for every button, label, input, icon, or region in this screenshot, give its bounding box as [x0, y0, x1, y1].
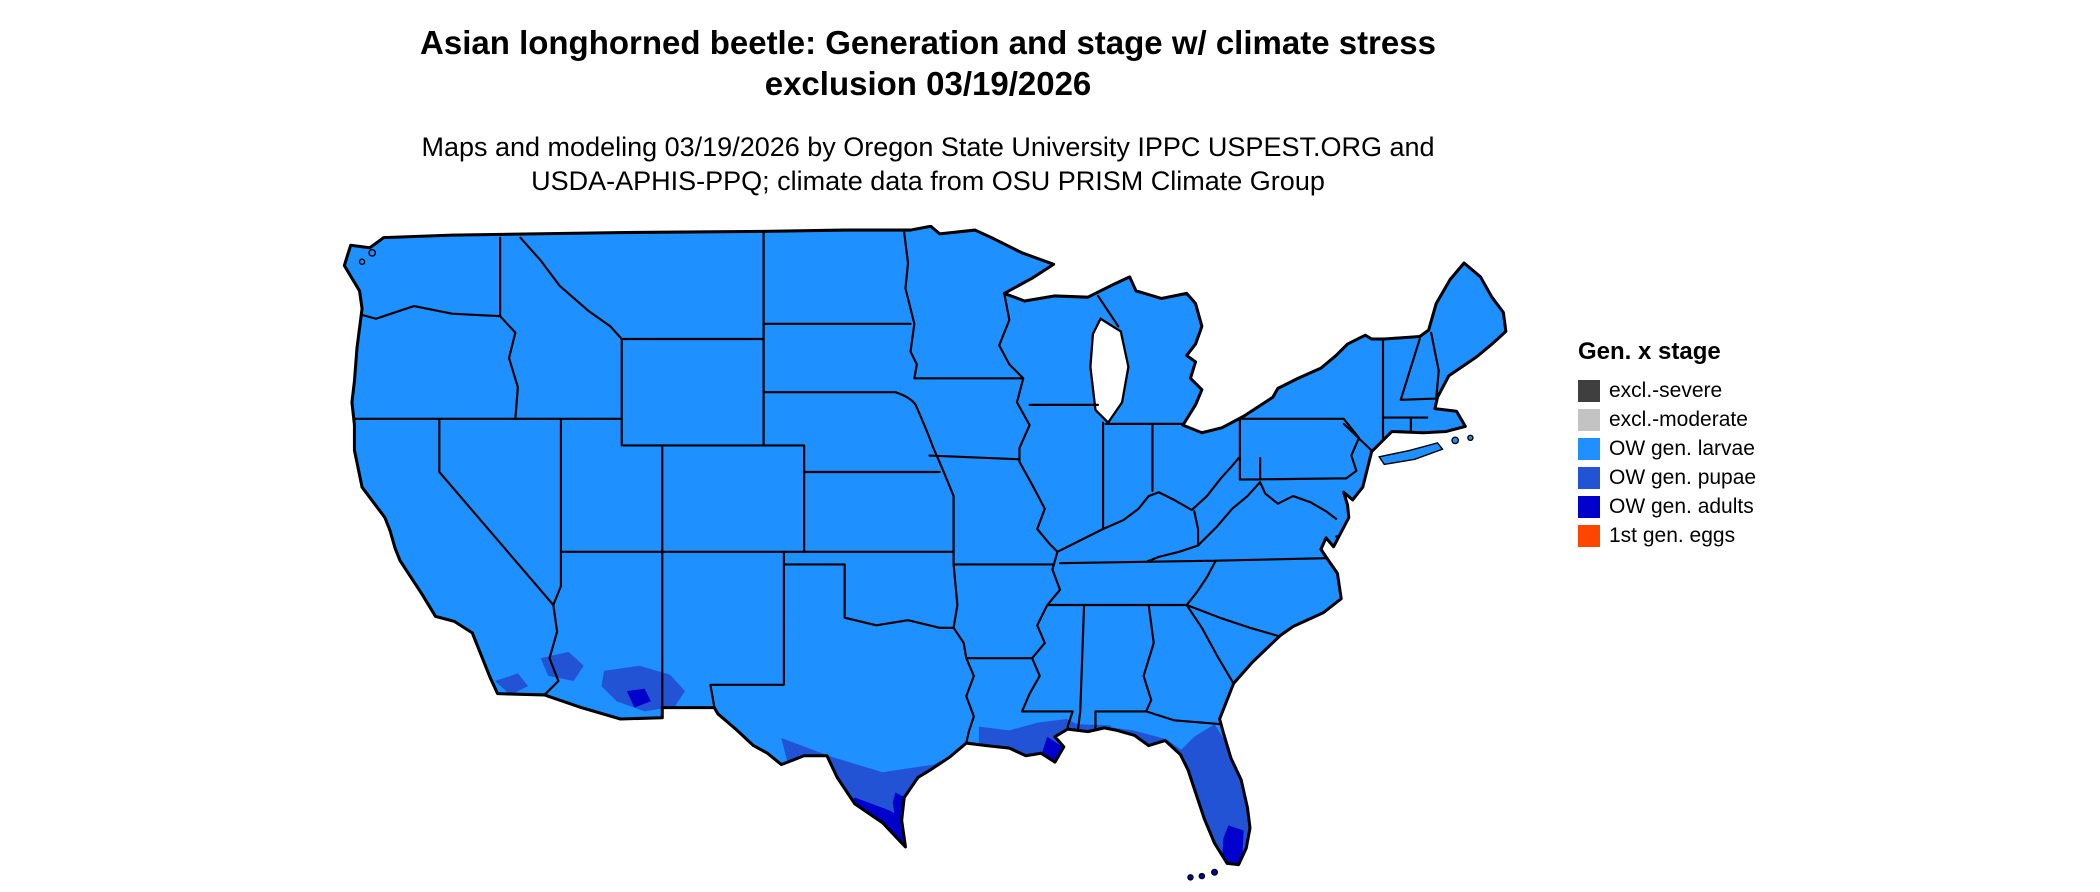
legend-item-1st-gen-eggs: 1st gen. eggs [1578, 523, 1848, 548]
legend-swatch-ow-gen-larvae [1578, 437, 1600, 460]
title-line2: exclusion 03/19/2026 [764, 65, 1092, 102]
figure-header: Asian longhorned beetle: Generation and … [0, 22, 1856, 198]
overlay-arizona-hotspot-adults [626, 688, 651, 708]
legend-label-ow-gen-larvae: OW gen. larvae [1609, 436, 1755, 460]
florida-keys-island [1198, 872, 1206, 880]
figure-title: Asian longhorned beetle: Generation and … [0, 22, 1856, 104]
lake-michigan [1089, 317, 1130, 425]
overlay-south-florida-adults [1222, 825, 1244, 865]
legend-swatch-ow-gen-pupae [1578, 466, 1600, 489]
long-island [1378, 442, 1444, 466]
overlay-southwest-arizona-california-pupae [540, 651, 584, 681]
subtitle-line1: Maps and modeling 03/19/2026 by Oregon S… [421, 132, 1435, 162]
puget-sound-island [358, 258, 366, 265]
us-map [300, 225, 1516, 890]
figure-subtitle: Maps and modeling 03/19/2026 by Oregon S… [0, 130, 1856, 198]
overlay-southern-arizona-pupae [601, 665, 686, 712]
legend-title: Gen. x stage [1578, 338, 1721, 365]
florida-keys-island [1211, 868, 1219, 876]
legend-label-1st-gen-eggs: 1st gen. eggs [1609, 523, 1736, 547]
us-outline [342, 225, 1508, 867]
subtitle-line2: USDA-APHIS-PPQ; climate data from OSU PR… [531, 166, 1325, 196]
legend-item-excl-moderate: excl.-moderate [1578, 407, 1848, 432]
florida-keys-island [1187, 874, 1194, 881]
overlay-southern-california-coast-pupae [495, 673, 528, 695]
state-borders [347, 231, 1440, 745]
legend-item-ow-gen-adults: OW gen. adults [1578, 494, 1848, 519]
legend-item-excl-severe: excl.-severe [1578, 378, 1848, 403]
legend-swatch-excl-severe [1578, 379, 1600, 402]
puget-sound-island [368, 249, 377, 257]
legend-swatch-ow-gen-adults [1578, 495, 1600, 518]
legend: Gen. x stage excl.-severe excl.-moderate… [1578, 338, 1848, 552]
legend-label-ow-gen-pupae: OW gen. pupae [1609, 465, 1757, 489]
title-line1: Asian longhorned beetle: Generation and … [420, 24, 1436, 61]
legend-label-excl-severe: excl.-severe [1609, 378, 1723, 402]
legend-label-excl-moderate: excl.-moderate [1609, 407, 1748, 431]
legend-label-ow-gen-adults: OW gen. adults [1609, 494, 1754, 518]
overlay-south-texas-tip-adults [847, 797, 924, 865]
us-map-svg [342, 225, 1508, 881]
marthas-vineyard-island [1451, 436, 1460, 445]
legend-item-ow-gen-pupae: OW gen. pupae [1578, 465, 1848, 490]
legend-item-ow-gen-larvae: OW gen. larvae [1578, 436, 1848, 461]
nantucket-island [1467, 434, 1474, 442]
legend-swatch-1st-gen-eggs [1578, 524, 1600, 547]
legend-swatch-excl-moderate [1578, 408, 1600, 431]
